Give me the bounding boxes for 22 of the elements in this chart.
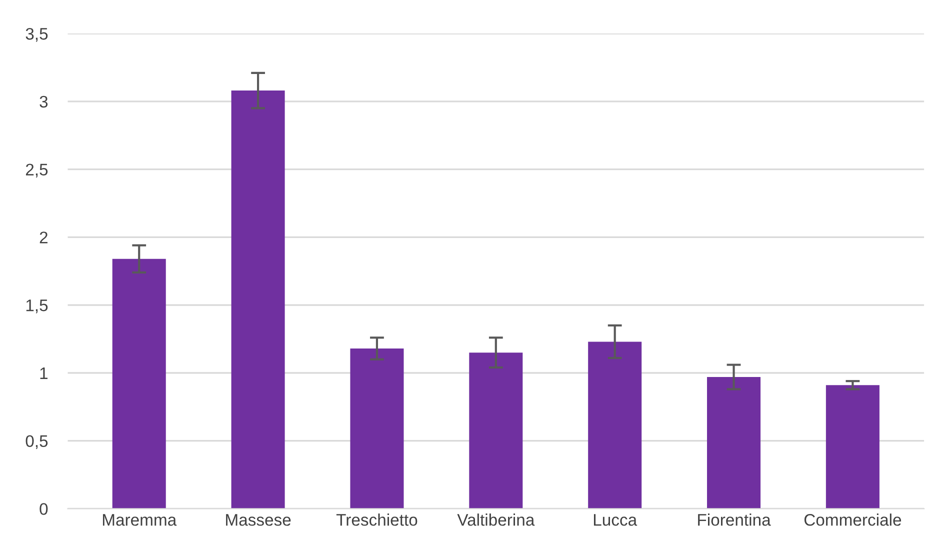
y-tick-label: 1	[40, 368, 48, 379]
x-tick-label: Maremma	[102, 514, 177, 526]
x-tick-label: Commerciale	[804, 514, 902, 526]
y-tick-label: 2	[40, 232, 48, 244]
bar	[707, 377, 761, 509]
y-tick-label: 3	[40, 96, 48, 108]
bar	[350, 348, 404, 509]
bar	[231, 90, 285, 509]
bar	[826, 385, 880, 509]
bar	[469, 352, 523, 509]
x-tick-label: Valtiberina	[457, 514, 535, 526]
y-tick-label: 2,5	[26, 164, 48, 178]
x-tick-label: Fiorentina	[698, 514, 771, 526]
bar	[112, 258, 166, 509]
x-tick-label: Lucca	[594, 514, 638, 526]
y-tick-label: 0	[40, 503, 48, 515]
y-tick-label: 1,5	[26, 300, 48, 314]
x-tick-label: Treschietto	[336, 514, 418, 526]
y-tick-label: 3,5	[26, 28, 48, 42]
x-tick-label: Massese	[226, 514, 291, 526]
bar	[588, 342, 642, 509]
y-tick-label: 0,5	[26, 435, 48, 449]
